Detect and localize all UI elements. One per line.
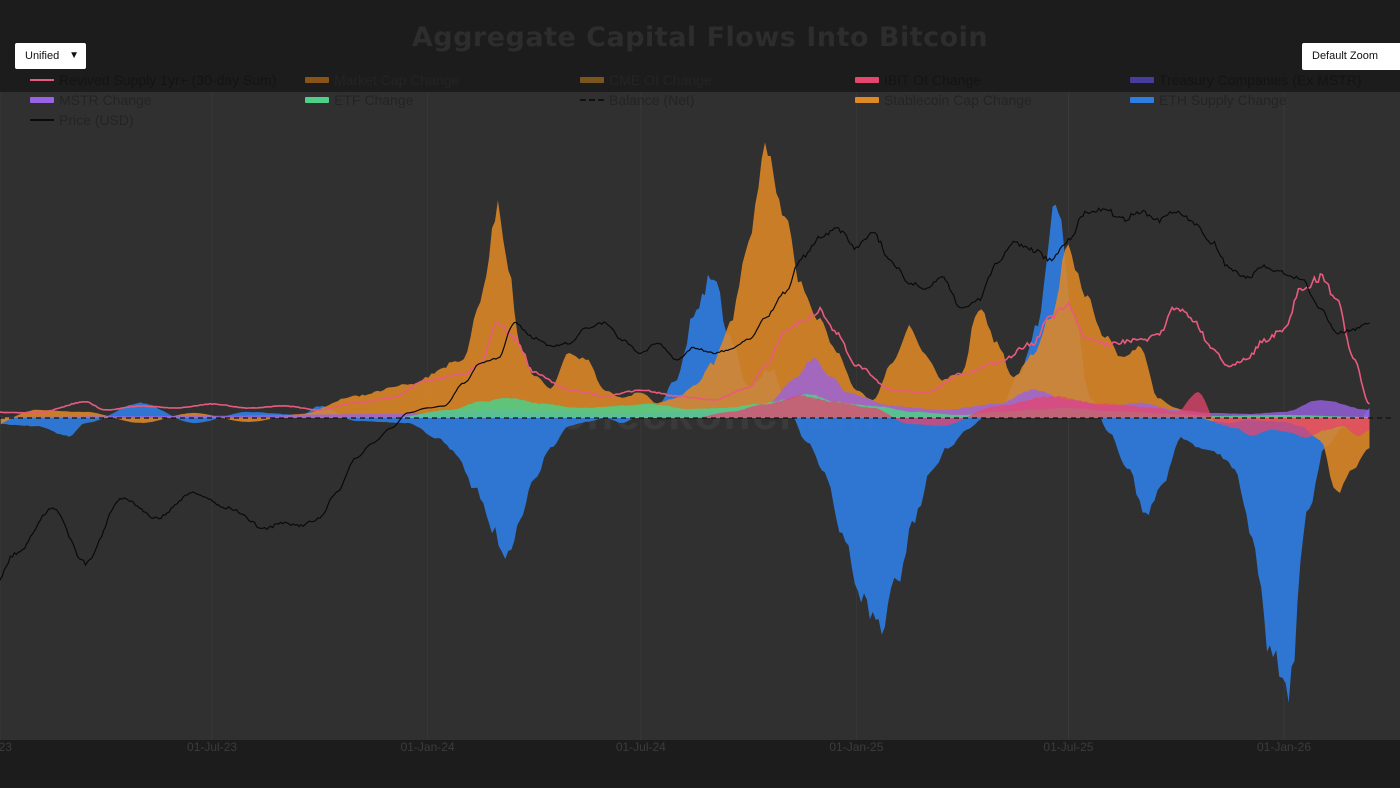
mode-dropdown[interactable]: Unified ▼ — [15, 43, 86, 69]
legend-swatch-zero — [580, 99, 604, 101]
legend-item-revived[interactable]: Revived Supply 1yr+ (30-day Sum) — [30, 70, 277, 90]
legend-swatch-mcap — [305, 77, 329, 83]
legend-swatch-supply — [1130, 97, 1154, 103]
legend-label-etf: ETF Change — [334, 92, 414, 108]
default-zoom-button[interactable]: Default Zoom — [1302, 43, 1400, 70]
series-area-ibit — [0, 392, 1370, 438]
chevron-down-icon: ▼ — [69, 50, 79, 61]
legend-swatch-mstr — [30, 97, 54, 103]
x-tick-label: 01-Jan-26 — [1256, 740, 1312, 754]
legend-item-cme[interactable]: CME OI Change — [580, 70, 712, 90]
legend-swatch-stablecoin — [855, 97, 879, 103]
series-area-supply — [0, 204, 1370, 703]
legend-item-etf[interactable]: ETF Change — [305, 90, 413, 110]
legend-label-mstr: MSTR Change — [59, 92, 152, 108]
legend-item-mstr[interactable]: MSTR Change — [30, 90, 152, 110]
legend-swatch-etf — [305, 97, 329, 103]
legend-item-ibit[interactable]: IBIT OI Change — [855, 70, 981, 90]
legend-swatch-ibit — [855, 77, 879, 83]
x-tick-label: 01-Jul-25 — [1043, 740, 1094, 754]
x-tick-label: 01-Jan-23 — [0, 740, 12, 754]
legend-swatch-price — [30, 119, 54, 121]
legend-item-treasury[interactable]: Treasury Companies (Ex MSTR) — [1130, 70, 1362, 90]
legend-label-price: Price (USD) — [59, 112, 134, 128]
legend-label-stablecoin: Stablecoin Cap Change — [884, 92, 1032, 108]
legend-item-price[interactable]: Price (USD) — [30, 110, 134, 130]
legend-swatch-cme — [580, 77, 604, 83]
legend-label-ibit: IBIT OI Change — [884, 72, 982, 88]
series-line-revived — [0, 272, 1371, 414]
legend-swatch-revived — [30, 79, 54, 81]
x-tick-label: 01-Jul-23 — [187, 740, 238, 754]
x-tick-label: 01-Jan-24 — [400, 740, 455, 754]
legend-label-mcap: Market Cap Change — [334, 72, 460, 88]
mode-dropdown-value: Unified — [25, 50, 60, 62]
line-series — [0, 207, 1392, 582]
x-tick-label: 01-Jul-24 — [615, 740, 666, 754]
legend-label-treasury: Treasury Companies (Ex MSTR) — [1159, 72, 1362, 88]
legend-label-revived: Revived Supply 1yr+ (30-day Sum) — [59, 72, 277, 88]
series-line-price — [0, 207, 1370, 582]
chart-title: Aggregate Capital Flows Into Bitcoin — [411, 22, 989, 53]
area-series — [0, 142, 1370, 703]
legend-label-cme: CME OI Change — [609, 72, 712, 88]
legend-item-mcap[interactable]: Market Cap Change — [305, 70, 459, 90]
legend-label-zero: Balance (Net) — [609, 92, 695, 108]
legend-item-zero[interactable]: Balance (Net) — [580, 90, 695, 110]
legend-item-stablecoin[interactable]: Stablecoin Cap Change — [855, 90, 1032, 110]
x-tick-label: 01-Jan-25 — [829, 740, 884, 754]
legend-label-supply: ETH Supply Change — [1159, 92, 1287, 108]
legend-swatch-treasury — [1130, 77, 1154, 83]
legend-item-supply[interactable]: ETH Supply Change — [1130, 90, 1287, 110]
